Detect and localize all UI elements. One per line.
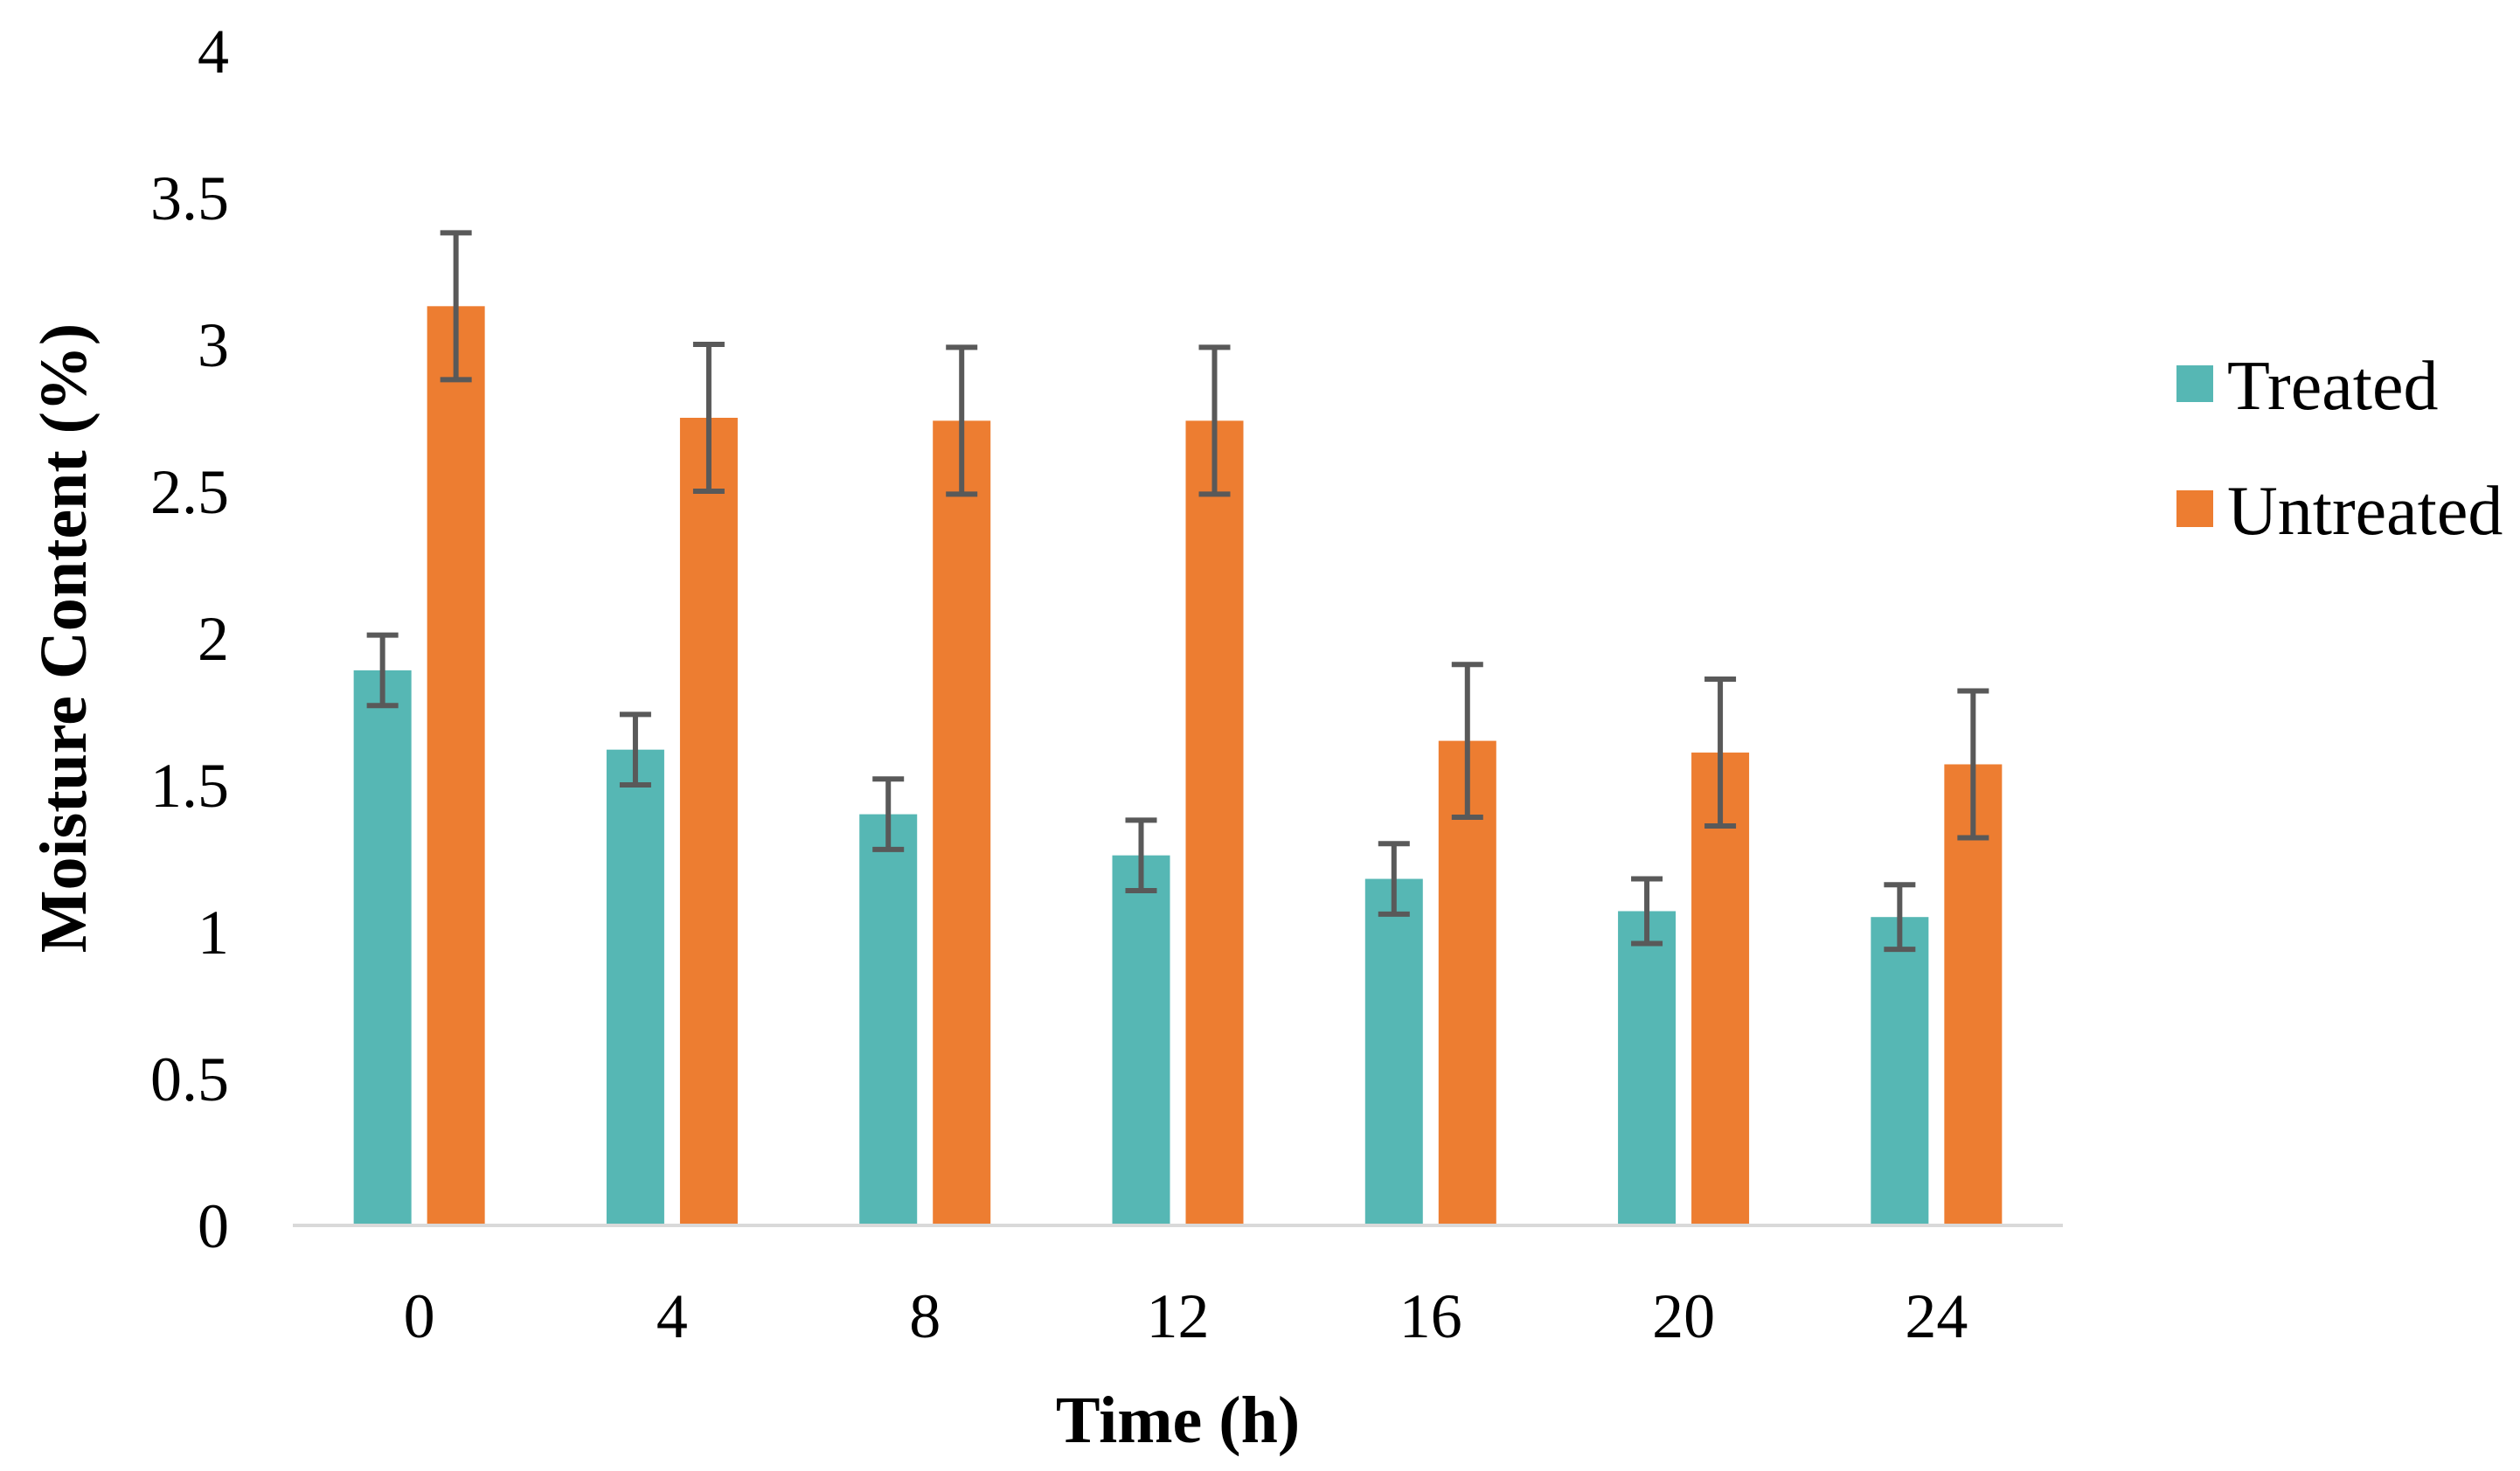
error-bar-treated-16 <box>1378 841 1410 917</box>
error-bar-treated-12 <box>1125 817 1157 893</box>
bar-untreated-16 <box>1438 740 1496 1225</box>
y-tick-label: 4 <box>198 17 229 87</box>
error-bar-treated-24 <box>1884 882 1916 953</box>
error-bar-untreated-24 <box>1957 688 1989 841</box>
y-tick-label: 1.5 <box>150 751 229 821</box>
error-bar-untreated-8 <box>946 344 978 497</box>
bars-layer <box>353 306 2003 1225</box>
error-bar-untreated-0 <box>440 230 472 383</box>
error-bars-layer <box>366 230 1989 953</box>
legend-swatch-untreated <box>2176 490 2213 527</box>
x-tick-label: 4 <box>656 1281 688 1351</box>
x-tick-label: 12 <box>1147 1281 1210 1351</box>
bar-treated-0 <box>353 670 412 1225</box>
error-bar-untreated-4 <box>692 342 725 494</box>
bar-untreated-12 <box>1185 420 1244 1225</box>
error-bar-untreated-16 <box>1451 662 1483 820</box>
bar-treated-20 <box>1618 911 1677 1225</box>
bar-treated-8 <box>859 814 918 1225</box>
bar-untreated-8 <box>933 420 991 1225</box>
legend-swatch-treated <box>2176 365 2213 402</box>
bar-treated-16 <box>1364 878 1423 1225</box>
legend-label-treated: Treated <box>2227 348 2438 425</box>
y-tick-label: 2.5 <box>150 457 229 527</box>
x-tick-label: 24 <box>1905 1281 1968 1351</box>
y-axis-title: Moisture Content (%) <box>27 323 101 953</box>
bar-untreated-20 <box>1691 753 1750 1225</box>
bar-treated-12 <box>1112 855 1170 1225</box>
x-axis-title: Time (h) <box>1056 1384 1300 1457</box>
error-bar-treated-20 <box>1631 876 1663 947</box>
y-tick-labels: 0 0.5 1 1.5 2 2.5 3 3.5 4 <box>150 17 229 1261</box>
legend: Treated Untreated <box>2176 348 2503 550</box>
bar-untreated-24 <box>1944 764 2003 1225</box>
x-tick-label: 8 <box>909 1281 941 1351</box>
error-bar-treated-0 <box>366 632 399 709</box>
x-tick-label: 20 <box>1652 1281 1715 1351</box>
error-bar-treated-4 <box>619 711 651 788</box>
y-tick-label: 1 <box>198 898 229 968</box>
x-tick-labels: 0 4 8 12 16 20 24 <box>404 1281 1968 1351</box>
error-bar-untreated-12 <box>1198 344 1231 497</box>
legend-label-untreated: Untreated <box>2227 473 2503 550</box>
y-tick-label: 3 <box>198 310 229 380</box>
bar-treated-4 <box>606 749 664 1225</box>
y-tick-label: 2 <box>198 604 229 674</box>
error-bar-treated-8 <box>872 776 905 852</box>
y-tick-label: 0 <box>198 1191 229 1261</box>
error-bar-untreated-20 <box>1704 677 1737 829</box>
y-tick-label: 3.5 <box>150 163 229 233</box>
x-tick-label: 16 <box>1399 1281 1462 1351</box>
bar-untreated-4 <box>679 418 738 1225</box>
y-tick-label: 0.5 <box>150 1044 229 1114</box>
x-tick-label: 0 <box>404 1281 435 1351</box>
bar-untreated-0 <box>427 306 485 1225</box>
bar-treated-24 <box>1871 917 1929 1225</box>
